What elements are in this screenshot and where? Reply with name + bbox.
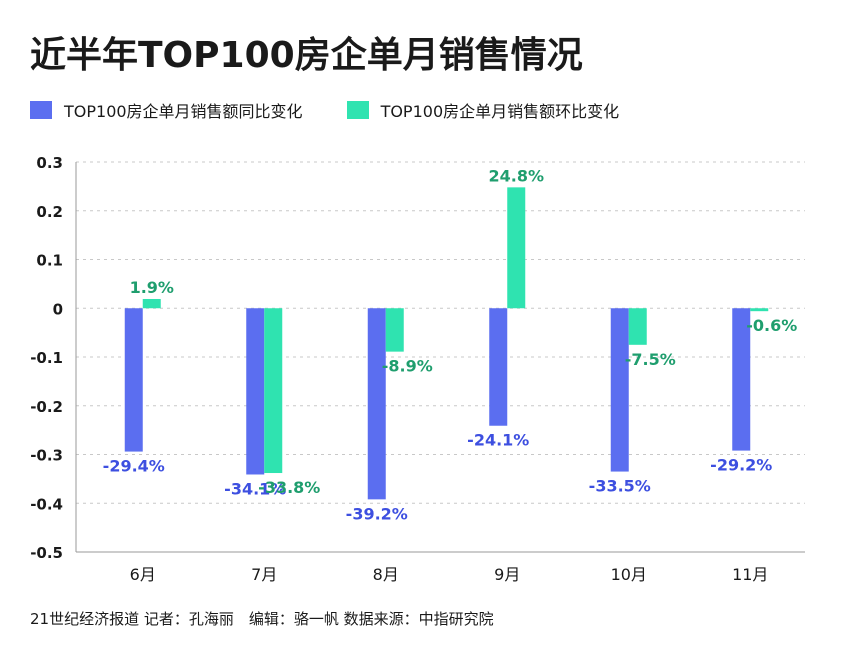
bar-yoy [489,308,508,426]
data-label-mom: -7.5% [625,350,676,369]
footer-credits: 21世纪经济报道 记者：孔海丽 编辑：骆一帆 数据来源：中指研究院 [30,610,494,628]
data-label-mom: 1.9% [130,278,174,297]
x-tick-label: 9月 [494,565,520,584]
y-tick-label: 0.3 [36,154,63,172]
data-label-mom: -33.8% [258,478,320,497]
bar-mom [142,298,161,309]
legend-item-yoy: TOP100房企单月销售额同比变化 [30,98,303,122]
bar-mom [507,187,526,309]
x-tick-label: 7月 [251,565,277,584]
data-label-yoy: -29.4% [103,457,165,476]
bar-yoy [124,308,143,452]
data-label-mom: 24.8% [488,166,544,185]
bar-mom [264,308,283,474]
y-tick-label: -0.3 [30,447,63,465]
bar-yoy [246,308,265,475]
data-label-mom: -8.9% [382,357,433,376]
legend-label-mom: TOP100房企单月销售额环比变化 [380,102,620,121]
bar-mom [385,308,404,352]
bar-yoy [367,308,386,500]
y-tick-label: -0.4 [30,495,63,513]
x-tick-label: 11月 [732,565,768,584]
data-label-yoy: -39.2% [346,504,408,523]
data-label-yoy: -24.1% [467,431,529,450]
legend-swatch-mom [346,101,369,119]
legend-swatch-yoy [30,101,52,119]
bar-mom [750,308,769,312]
chart-title: 近半年TOP100房企单月销售情况 [30,35,583,76]
data-label-yoy: -33.5% [589,477,651,496]
bar-chart: 0.3 0.2 0.1 0 -0.1 -0.2 -0.3 -0.4 -0.5 -29.4% 1.9%… [30,154,805,584]
bar-yoy [732,308,751,451]
y-tick-label: 0 [53,300,63,318]
legend-item-mom: TOP100房企单月销售额环比变化 [346,98,620,122]
y-tick-label: -0.2 [30,398,63,416]
x-tick-label: 6月 [130,565,156,584]
y-tick-label: 0.1 [36,252,63,270]
y-tick-label: -0.1 [30,349,63,367]
y-tick-label: -0.5 [30,544,63,562]
data-label-mom: -0.6% [746,316,797,335]
data-label-yoy: -34.1% [224,479,286,498]
x-tick-label: 8月 [373,565,399,584]
legend-label-yoy: TOP100房企单月销售额同比变化 [64,102,303,121]
legend: TOP100房企单月销售额同比变化 TOP100房企单月销售额环比变化 [30,98,663,122]
data-label-yoy: -29.2% [710,456,772,475]
bar-yoy [610,308,629,472]
bar-mom [628,308,647,345]
x-tick-label: 10月 [611,565,647,584]
y-tick-label: 0.2 [36,203,63,221]
